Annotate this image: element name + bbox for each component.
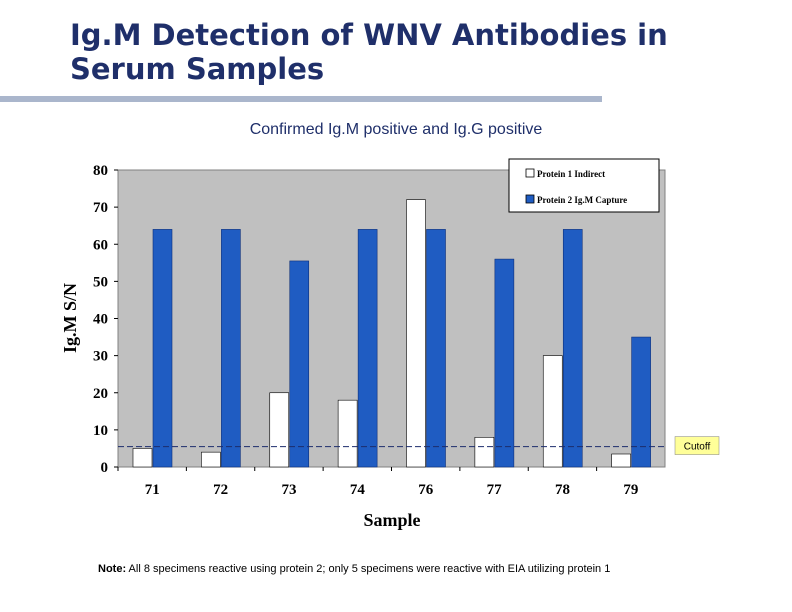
bar-protein2 (494, 258, 515, 468)
legend-swatch-protein1 (525, 168, 535, 178)
y-tick-label: 80 (93, 163, 108, 179)
x-tick-label: 77 (487, 482, 503, 498)
cutoff-box (674, 436, 720, 455)
y-tick-label: 60 (93, 237, 108, 253)
x-tick-label: 78 (555, 482, 570, 498)
x-tick-label: 79 (623, 482, 638, 498)
bar-protein2 (357, 229, 378, 468)
bar-protein1 (406, 199, 426, 468)
legend-label-protein2: Protein 2 Ig.M Capture (537, 195, 627, 205)
y-axis-label: Ig.M S/N (60, 283, 80, 353)
footnote-label: Note: (98, 563, 127, 575)
plot-area (117, 169, 666, 468)
legend-swatch-protein2 (525, 194, 535, 204)
bar-protein1 (201, 451, 221, 468)
x-axis-label: Sample (363, 510, 420, 530)
cutoff-label: Cutoff (684, 442, 711, 453)
footnote-text: All 8 specimens reactive using protein 2… (126, 563, 611, 575)
y-tick-label: 50 (93, 274, 108, 290)
x-tick-label: 73 (281, 482, 296, 498)
y-tick-label: 0 (101, 460, 109, 476)
x-tick-label: 74 (350, 482, 366, 498)
y-tick-label: 40 (93, 312, 108, 328)
legend-label-protein1: Protein 1 Indirect (537, 169, 605, 179)
bar-protein2 (631, 336, 651, 468)
slide-title-line1: Ig.M Detection of WNV Antibodies in (70, 18, 668, 52)
footnote: Note: All 8 specimens reactive using pro… (98, 563, 610, 575)
bar-protein2 (152, 229, 173, 468)
bar-protein1 (337, 399, 358, 468)
bar-protein1 (474, 436, 495, 468)
y-tick-label: 30 (93, 349, 108, 365)
legend: Protein 1 Indirect Protein 2 Ig.M Captur… (508, 158, 660, 213)
title-underline (0, 96, 602, 102)
y-tick-label: 70 (93, 200, 108, 216)
x-tick-label: 76 (418, 482, 434, 498)
bar-protein2 (221, 229, 241, 468)
bar-protein1 (269, 392, 290, 468)
bar-protein1 (542, 355, 563, 468)
x-tick-label: 72 (213, 482, 228, 498)
bar-protein1 (611, 453, 631, 468)
bar-protein2 (289, 260, 310, 468)
x-tick-label: 71 (145, 482, 160, 498)
bar-protein1 (132, 448, 153, 468)
y-tick-label: 10 (93, 423, 108, 439)
chart-title: Confirmed Ig.M positive and Ig.G positiv… (249, 121, 543, 138)
bar-protein2 (426, 229, 446, 468)
slide-title-line2: Serum Samples (70, 52, 325, 86)
y-tick-label: 20 (93, 386, 108, 402)
bar-protein2 (562, 229, 583, 468)
slide-title: Ig.M Detection of WNV Antibodies in Seru… (70, 18, 770, 86)
